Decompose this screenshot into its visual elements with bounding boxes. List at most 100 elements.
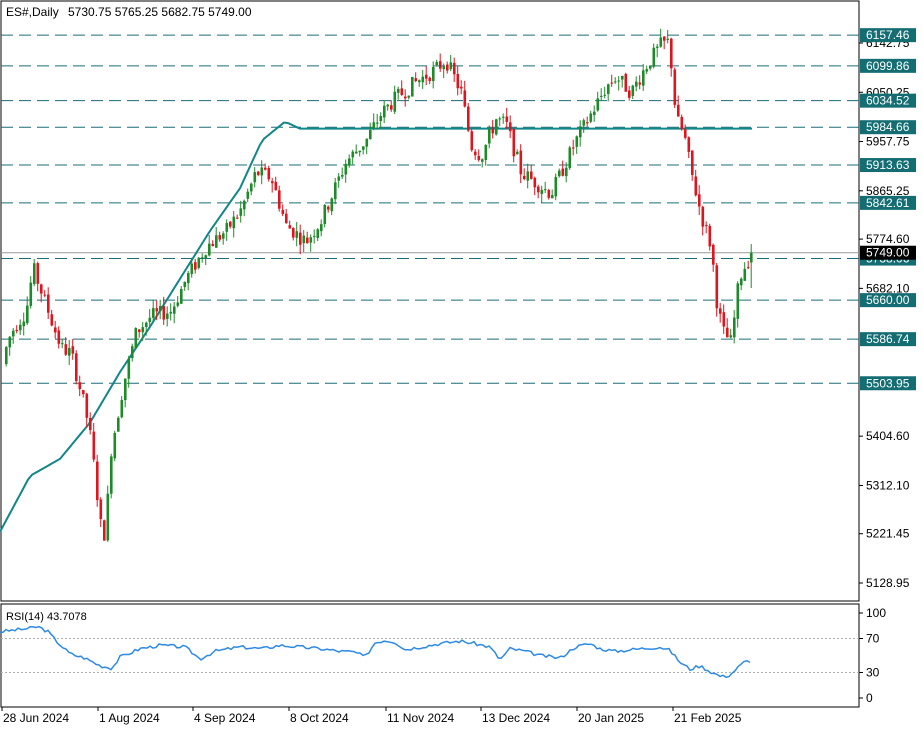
candle-body [222, 233, 225, 239]
candle-body [92, 431, 96, 460]
time-tick-label: 1 Aug 2024 [99, 711, 160, 725]
candle-body [747, 267, 750, 269]
time-axis: 28 Jun 2024 1 Aug 2024 4 Sep 2024 8 Oct 202… [1, 707, 742, 725]
candle-body [355, 151, 358, 154]
candle-body [264, 167, 267, 170]
candle-body [281, 209, 285, 215]
candle-body [337, 176, 341, 181]
candle-body [519, 150, 523, 175]
candle-body [575, 136, 579, 147]
candlesticks [5, 28, 753, 542]
candle-body [78, 382, 82, 390]
level-labels: 6157.46 6099.86 6034.52 5984.66 5913.63 5842.… [860, 28, 916, 391]
rsi-indicator: 100 70 30 0 [0, 606, 886, 705]
candle-body [211, 244, 215, 247]
candle-body [477, 155, 481, 160]
level-label-bg [860, 293, 916, 308]
candle-body [113, 432, 117, 459]
candle-body [631, 85, 635, 96]
candle-body [740, 278, 743, 286]
candle-body [614, 81, 617, 83]
candle-body [453, 62, 456, 75]
candle-body [411, 76, 414, 97]
candle-body [600, 95, 603, 97]
candle-body [603, 94, 607, 96]
level-label: 6157.46 [866, 28, 910, 42]
candle-body [561, 168, 565, 176]
candle-body [694, 176, 698, 196]
candle-body [26, 305, 29, 324]
candle-body [169, 311, 173, 314]
candle-body [327, 206, 330, 210]
candle-body [386, 104, 390, 107]
candle-body [530, 171, 533, 179]
candle-body [50, 314, 54, 326]
price-tick-label: 5682.10 [866, 281, 910, 295]
chart-symbol: ES#,Daily [6, 5, 59, 19]
candle-body [432, 66, 435, 82]
candle-body [502, 116, 505, 118]
candle-body [537, 186, 540, 193]
main-chart-frame [0, 0, 860, 602]
rsi-tick-label: 100 [866, 606, 886, 620]
candle-body [246, 191, 250, 199]
candle-body [253, 172, 257, 183]
candle-body [12, 330, 15, 337]
candle-body [134, 328, 138, 349]
candle-body [404, 96, 407, 99]
time-tick-label: 8 Oct 2024 [290, 711, 349, 725]
candle-body [551, 195, 554, 199]
candle-body [8, 336, 12, 348]
candle-body [638, 82, 642, 85]
candle-body [295, 231, 299, 238]
candle-body [579, 126, 582, 138]
candle-body [428, 77, 432, 82]
current-price-label-bg [860, 245, 916, 260]
candle-body [236, 217, 239, 219]
candle-body [554, 176, 558, 197]
candle-body [400, 88, 404, 95]
candle-body [726, 327, 729, 338]
time-tick-label: 20 Jan 2025 [578, 711, 644, 725]
candle-body [488, 129, 491, 144]
candle-body [390, 105, 393, 110]
candle-body [166, 313, 169, 319]
candle-body [684, 129, 687, 138]
level-label: 5842.61 [866, 196, 910, 210]
chart-ohlc: 5730.75 5765.25 5682.75 5749.00 [68, 5, 252, 19]
candle-body [526, 171, 530, 181]
candle-body [677, 104, 680, 117]
price-tick-label: 5312.10 [866, 478, 910, 492]
candle-body [278, 190, 281, 209]
candle-body [673, 69, 677, 105]
candle-body [5, 347, 8, 365]
candle-body [271, 181, 274, 184]
candle-body [628, 90, 631, 98]
price-tick-label: 5957.75 [866, 135, 910, 149]
time-tick-label: 11 Nov 2024 [387, 711, 454, 725]
candle-body [712, 244, 715, 265]
candle-body [586, 122, 589, 124]
candle-body [99, 499, 103, 519]
candle-body [481, 159, 484, 162]
candle-body [267, 168, 271, 180]
candle-body [474, 151, 477, 156]
level-label: 5586.74 [866, 332, 910, 346]
candle-body [89, 418, 92, 431]
candle-body [33, 263, 36, 284]
price-axis: 6142.756050.255957.755865.255774.605682.… [859, 36, 910, 590]
candle-body [516, 151, 519, 155]
candle-body [82, 390, 85, 395]
candle-body [456, 73, 460, 89]
candle-body [187, 273, 190, 284]
candle-body [376, 122, 379, 124]
time-tick-label: 4 Sep 2024 [194, 711, 256, 725]
candle-body [491, 128, 495, 134]
candle-body [691, 150, 694, 175]
candle-body [36, 263, 40, 284]
candle-body [467, 106, 470, 131]
candle-body [593, 111, 596, 116]
candle-body [306, 237, 309, 244]
candle-body [652, 47, 656, 67]
level-label-bg [860, 376, 916, 391]
